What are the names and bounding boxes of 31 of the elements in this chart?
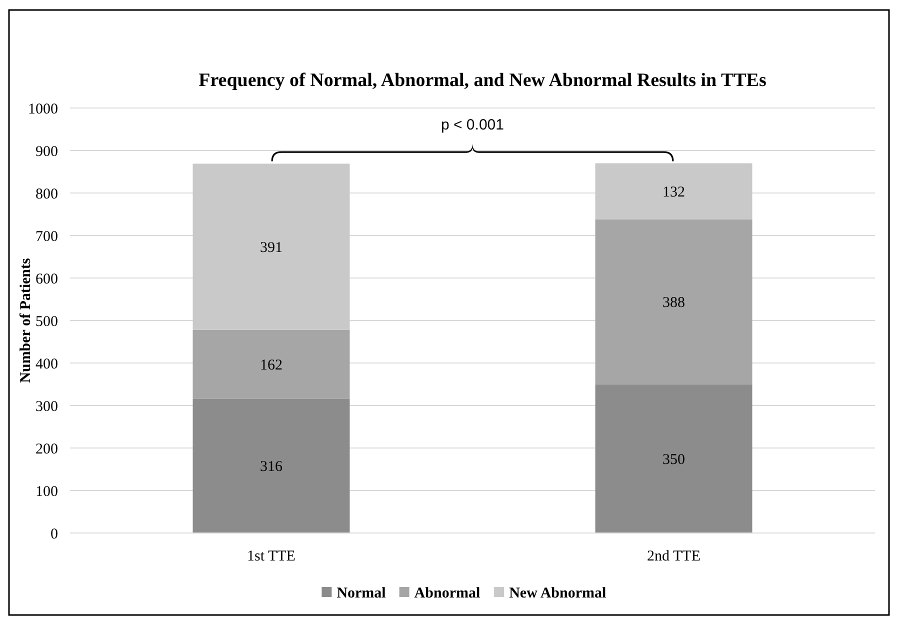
data-label: 316 [260, 459, 283, 476]
bar [595, 219, 752, 384]
y-tick-label: 300 [36, 398, 58, 415]
y-tick-label: 200 [36, 441, 58, 458]
legend-label: Abnormal [414, 585, 480, 602]
bar [192, 330, 350, 399]
bar [595, 163, 752, 220]
bar [192, 398, 350, 533]
y-tick-label: 600 [36, 271, 58, 288]
y-tick-label: 800 [36, 186, 58, 202]
y-tick-label: 1000 [28, 101, 58, 118]
x-tick-label: 1st TTE [247, 548, 296, 564]
y-tick-label: 500 [36, 314, 58, 330]
y-tick-label: 400 [36, 356, 58, 372]
y-tick-label: 0 [50, 526, 58, 542]
data-label: 391 [260, 240, 282, 256]
y-tick-label: 900 [36, 144, 58, 160]
legend-label: Normal [336, 585, 386, 602]
y-axis-title: Number of Patients [18, 258, 34, 383]
bar [595, 384, 752, 533]
annotation: p < 0.001 [441, 116, 504, 134]
data-label: 162 [260, 358, 282, 374]
data-label: 388 [662, 295, 685, 312]
y-tick-label: 100 [36, 484, 58, 500]
bar [192, 164, 350, 330]
chart-title: Frequency of Normal, Abnormal, and New Abnormal Results in TTEs [198, 70, 766, 91]
x-tick-label: 2nd TTE [647, 548, 700, 564]
data-label: 350 [662, 452, 685, 468]
y-tick-label: 700 [36, 228, 58, 245]
data-label: 132 [662, 184, 685, 201]
legend-label: New Abnormal [509, 585, 606, 602]
